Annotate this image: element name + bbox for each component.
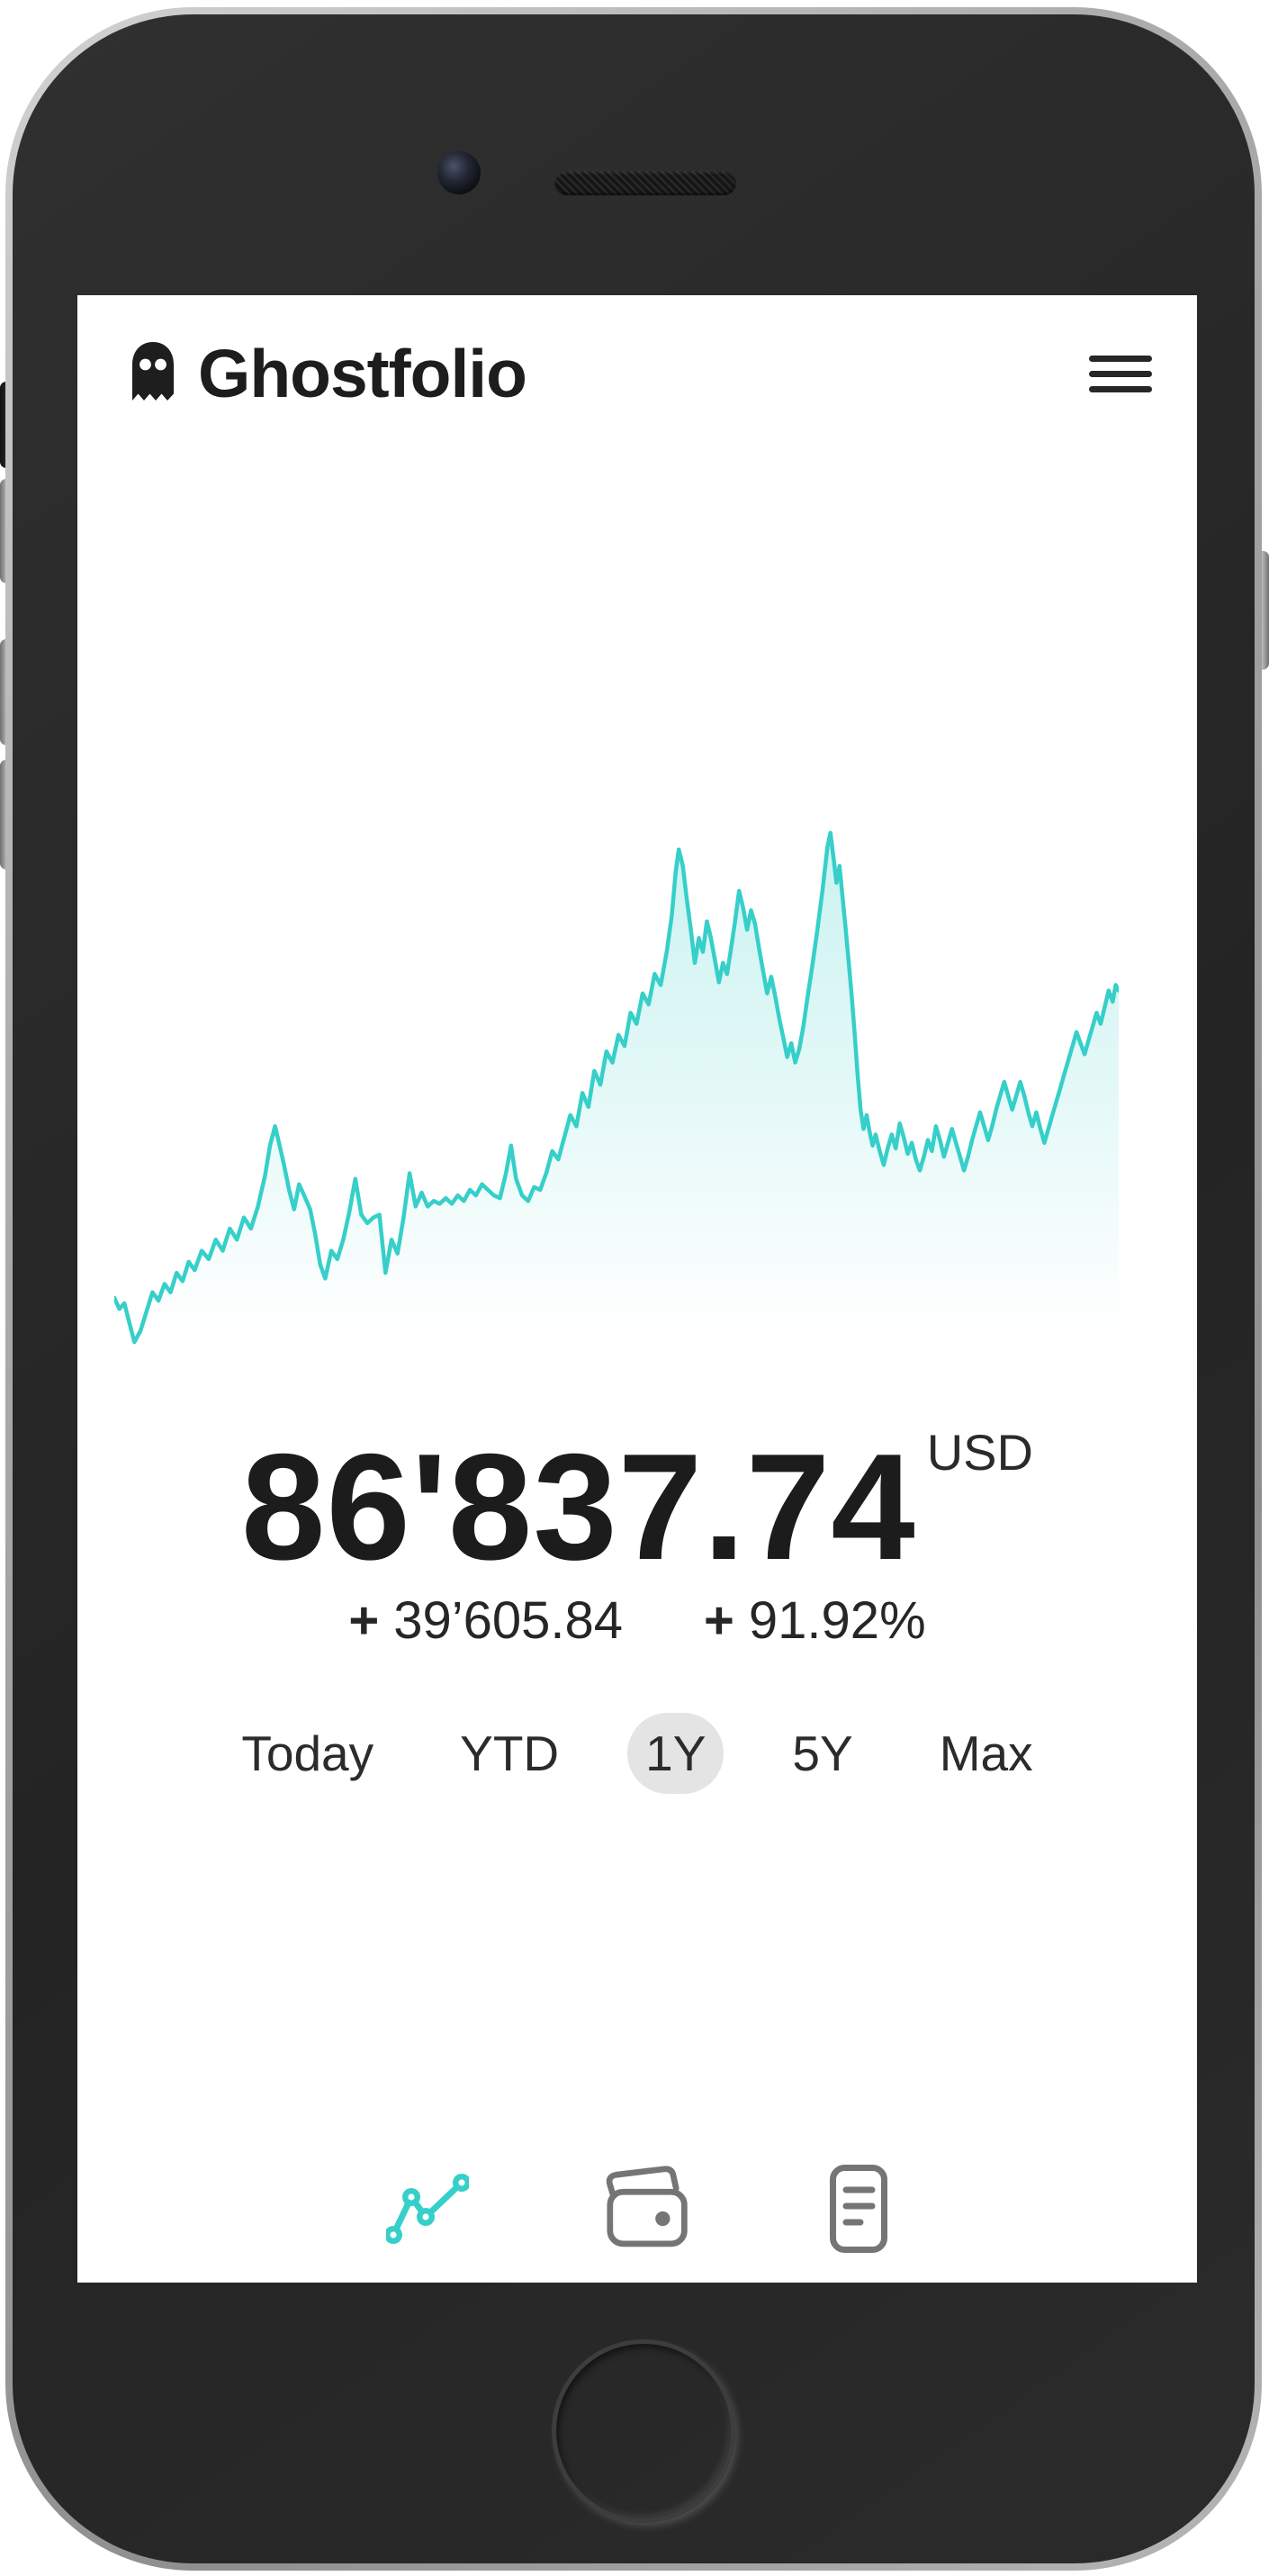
home-button[interactable] [552, 2339, 735, 2523]
chart-area-fill [114, 833, 1119, 1375]
plus-sign: + [704, 1591, 734, 1650]
performance-chart[interactable] [114, 822, 1119, 1375]
hamburger-menu-icon[interactable] [1089, 348, 1152, 400]
change-absolute-value: 39’605.84 [393, 1591, 624, 1650]
nav-item-wallet[interactable] [606, 2166, 692, 2256]
wallet-icon [606, 2166, 692, 2256]
bottom-nav [77, 2164, 1197, 2257]
range-option-ytd[interactable]: YTD [460, 1725, 560, 1781]
phone-bezel: Ghostfolio [13, 14, 1255, 2563]
chart-line [114, 831, 1119, 1345]
line-chart-icon [384, 2172, 471, 2250]
range-option-max[interactable]: Max [939, 1725, 1033, 1781]
page-title: Ghostfolio [198, 336, 527, 411]
phone-frame: Ghostfolio [5, 7, 1262, 2571]
report-icon [829, 2164, 888, 2258]
ghost-logo-icon [128, 340, 178, 408]
portfolio-changes-row: + 39’605.84 + 91.92% [77, 1595, 1197, 1647]
nav-item-report[interactable] [829, 2164, 888, 2258]
change-percent: + 91.92% [704, 1595, 926, 1647]
portfolio-value-row: 86'837.74 USD [77, 1422, 1197, 1591]
change-absolute: + 39’605.84 [348, 1595, 623, 1647]
date-range-selector: Today YTD 1Y 5Y Max [77, 1713, 1197, 1794]
change-percent-value: 91.92% [748, 1591, 926, 1650]
portfolio-value: 86'837.74 [241, 1422, 916, 1591]
speaker-grille-icon [554, 171, 736, 195]
range-option-5y[interactable]: 5Y [792, 1725, 853, 1781]
range-option-today[interactable]: Today [241, 1725, 374, 1781]
app-screen: Ghostfolio [77, 295, 1197, 2283]
currency-label: USD [926, 1424, 1033, 1481]
nav-item-performance[interactable] [384, 2172, 471, 2250]
front-camera-icon [437, 151, 481, 194]
range-option-1y[interactable]: 1Y [627, 1713, 724, 1794]
plus-sign: + [348, 1591, 380, 1650]
app-header: Ghostfolio [128, 333, 1152, 414]
app-logo[interactable]: Ghostfolio [128, 335, 527, 412]
